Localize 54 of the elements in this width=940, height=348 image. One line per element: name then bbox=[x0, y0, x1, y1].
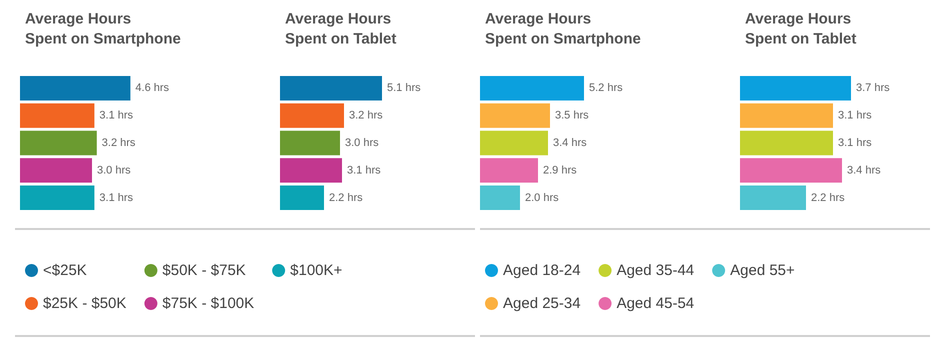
data-label: 3.4 hrs bbox=[553, 137, 588, 149]
bar bbox=[280, 158, 342, 183]
bar bbox=[740, 130, 833, 156]
legend-label: $50K - $75K bbox=[162, 262, 246, 279]
legend-label: Aged 45-54 bbox=[616, 295, 694, 312]
bar bbox=[280, 103, 344, 128]
legend-label: <$25K bbox=[43, 262, 87, 279]
data-label: 3.1 hrs bbox=[838, 110, 872, 122]
bar bbox=[20, 158, 92, 183]
data-label: 3.7 hrs bbox=[856, 82, 890, 94]
legend-label: Aged 18-24 bbox=[503, 262, 581, 279]
data-label: 3.4 hrs bbox=[847, 164, 882, 176]
data-label: 2.9 hrs bbox=[543, 164, 578, 176]
bar bbox=[740, 186, 806, 210]
bar bbox=[480, 186, 520, 210]
bar bbox=[740, 158, 842, 183]
bar bbox=[480, 158, 538, 183]
chart-title: Average Hours Spent on Smartphone bbox=[25, 10, 181, 48]
bar bbox=[480, 130, 548, 156]
legend-label: $75K - $100K bbox=[162, 295, 254, 312]
data-label: 5.2 hrs bbox=[589, 82, 624, 94]
legend-label: Aged 55+ bbox=[730, 262, 796, 279]
legend-label: Aged 35-44 bbox=[616, 262, 694, 279]
bar bbox=[480, 76, 584, 100]
data-label: 2.2 hrs bbox=[811, 192, 846, 204]
data-label: 3.1 hrs bbox=[99, 110, 134, 122]
bar bbox=[20, 76, 130, 100]
data-label: 3.1 hrs bbox=[838, 137, 872, 149]
data-label: 2.0 hrs bbox=[525, 192, 560, 204]
legend-label: $100K+ bbox=[290, 262, 343, 279]
chart-title: Average Hours Spent on Smartphone bbox=[485, 10, 641, 48]
bar bbox=[20, 130, 97, 156]
data-label: 3.1 hrs bbox=[99, 192, 134, 204]
bar bbox=[280, 186, 324, 210]
legend-label: $25K - $50K bbox=[43, 295, 126, 312]
data-label: 2.2 hrs bbox=[329, 192, 364, 204]
bar bbox=[280, 130, 340, 156]
bar bbox=[480, 103, 550, 128]
data-label: 3.0 hrs bbox=[97, 164, 132, 176]
legend-label: Aged 25-34 bbox=[503, 295, 581, 312]
chart-title: Average Hours Spent on Tablet bbox=[285, 10, 396, 48]
data-label: 3.1 hrs bbox=[347, 164, 382, 176]
bar bbox=[20, 186, 94, 210]
chart-title: Average Hours Spent on Tablet bbox=[745, 10, 856, 48]
data-label: 5.1 hrs bbox=[387, 82, 422, 94]
bar bbox=[280, 76, 382, 100]
data-label: 3.5 hrs bbox=[555, 110, 590, 122]
data-label: 3.0 hrs bbox=[345, 137, 380, 149]
data-label: 4.6 hrs bbox=[135, 82, 170, 94]
bar bbox=[740, 103, 833, 128]
data-label: 3.2 hrs bbox=[349, 110, 384, 122]
bar bbox=[20, 103, 94, 128]
bar bbox=[740, 76, 851, 100]
data-label: 3.2 hrs bbox=[102, 137, 136, 149]
